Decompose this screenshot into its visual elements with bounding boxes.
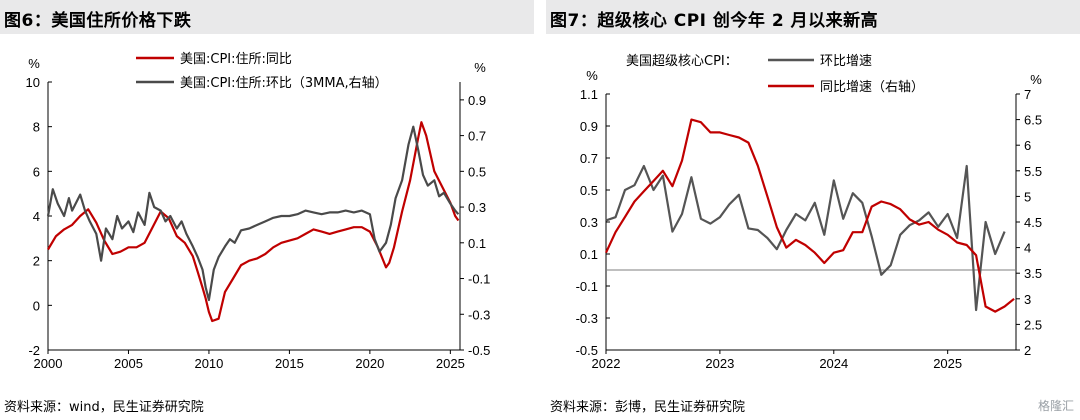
right-tick-label: 5.5 <box>1024 164 1042 179</box>
legend-label-2: 美国:CPI:住所:环比（3MMA,右轴） <box>180 76 388 91</box>
right-tick-label: 4.5 <box>1024 215 1042 230</box>
right-tick-label: 0.7 <box>468 129 486 144</box>
left-tick-label: 0.7 <box>580 151 598 166</box>
left-source-note: 资料来源：wind，民生证券研究院 <box>4 400 204 415</box>
x-tick-label: 2022 <box>592 356 621 371</box>
right-source-note: 资料来源：彭博，民生证券研究院 <box>550 400 746 415</box>
right-chart-svg: % % 1.1 0.9 0.7 0.5 0.3 0.1 -0.1 -0.3 -0.5 7 6.5 6 5.5… <box>576 54 1043 371</box>
right-tick-label: 3 <box>1024 292 1031 307</box>
right-tick-label: 0.1 <box>468 236 486 251</box>
left-tick-label: 2 <box>33 254 40 269</box>
right-tick-label: 0.5 <box>468 164 486 179</box>
right-tick-label: 5 <box>1024 189 1031 204</box>
right-tick-label: -0.3 <box>468 307 490 322</box>
right-tick-label: 0.9 <box>468 93 486 108</box>
series-line-2 <box>46 125 460 302</box>
x-tick-label: 2005 <box>114 356 143 371</box>
left-tick-label: 1.1 <box>580 87 598 102</box>
watermark-logo: 格隆汇 <box>1037 399 1074 413</box>
left-tick-label: 8 <box>33 120 40 135</box>
right-tick-label: 2 <box>1024 343 1031 358</box>
left-unit-label: % <box>586 68 598 83</box>
left-chart-svg: % %1086420-20.90.70.50.30.1-0.1-0.3-0.520… <box>26 52 491 371</box>
x-tick-label: 2024 <box>819 356 848 371</box>
left-tick-label: 0.1 <box>580 247 598 262</box>
left-tick-label: 10 <box>26 75 40 90</box>
series-line-1 <box>605 164 1006 312</box>
left-tick-label: 0.5 <box>580 183 598 198</box>
left-tick-label: -0.1 <box>576 279 598 294</box>
right-unit-label: % <box>1030 72 1042 87</box>
right-tick-label: -0.5 <box>468 343 490 358</box>
x-tick-label: 2020 <box>355 356 384 371</box>
legend-title: 美国超级核心CPI： <box>626 54 738 69</box>
legend-label-2: 同比增速（右轴） <box>820 80 924 95</box>
left-tick-label: 0.3 <box>580 215 598 230</box>
left-title-bar: 图6：美国住所价格下跌 <box>0 0 534 34</box>
x-tick-label: 2010 <box>194 356 223 371</box>
right-unit-label: % <box>474 60 486 75</box>
left-tick-label: 4 <box>33 209 40 224</box>
x-tick-label: 2023 <box>705 356 734 371</box>
right-tick-label: 0.3 <box>468 200 486 215</box>
left-tick-label: -2 <box>28 343 40 358</box>
right-tick-label: 6.5 <box>1024 113 1042 128</box>
right-tick-label: 3.5 <box>1024 266 1042 281</box>
right-chart-title: 图7：超级核心 CPI 创今年 2 月以来新高 <box>550 11 879 31</box>
x-tick-label: 2025 <box>933 356 962 371</box>
legend-label-1: 环比增速 <box>820 54 872 69</box>
left-unit-label: % <box>28 56 40 71</box>
right-chart-panel: 图7：超级核心 CPI 创今年 2 月以来新高 %% 1.1 0.9 0.7 0.5 0.… <box>546 0 1080 420</box>
right-tick-label: 2.5 <box>1024 317 1042 332</box>
right-tick-label: 4 <box>1024 241 1031 256</box>
right-tick-label: -0.1 <box>468 272 490 287</box>
right-tick-label: 7 <box>1024 87 1031 102</box>
left-chart-panel: 图6：美国住所价格下跌 %% 10 8 6 4 2 0 -2 0.9 0.7 0.5 0.3 0.1 -0… <box>0 0 534 420</box>
right-title-bar: 图7：超级核心 CPI 创今年 2 月以来新高 <box>546 0 1080 34</box>
right-tick-label: 6 <box>1024 138 1031 153</box>
left-chart-title: 图6：美国住所价格下跌 <box>4 11 192 31</box>
x-tick-label: 2015 <box>275 356 304 371</box>
left-tick-label: -0.5 <box>576 343 598 358</box>
series-line-2 <box>605 118 1015 313</box>
left-tick-label: 6 <box>33 164 40 179</box>
x-tick-label: 2000 <box>34 356 63 371</box>
series-line-1 <box>47 121 460 323</box>
left-tick-label: -0.3 <box>576 311 598 326</box>
x-tick-label: 2025 <box>436 356 465 371</box>
left-tick-label: 0 <box>33 298 40 313</box>
left-tick-label: 0.9 <box>580 119 598 134</box>
legend-label-1: 美国:CPI:住所:同比 <box>180 52 292 67</box>
